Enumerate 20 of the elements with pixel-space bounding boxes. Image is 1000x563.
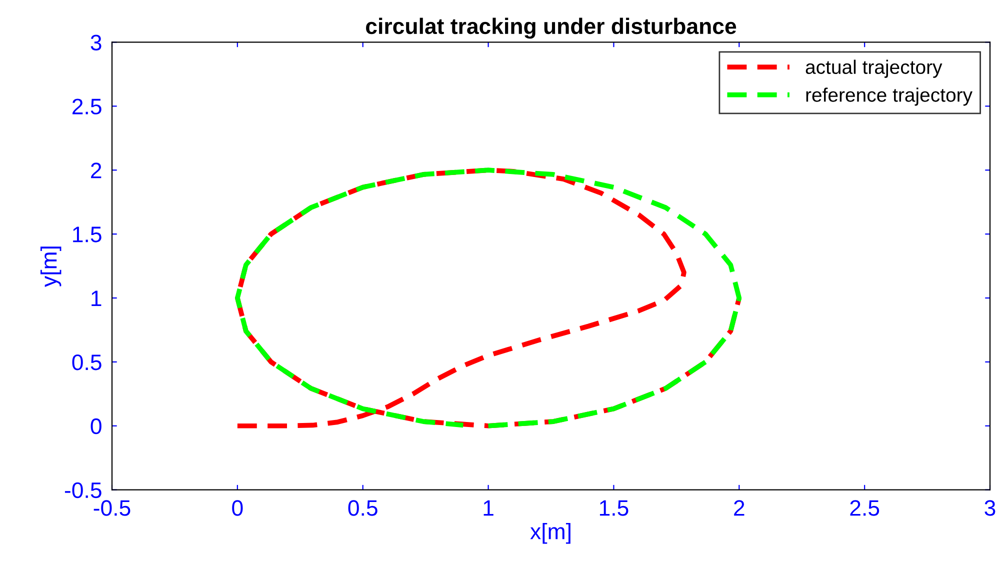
x-axis-title: x[m] [530, 523, 570, 544]
y-tick-label: 2 [91, 162, 102, 178]
y-tick-label: 0.5 [72, 354, 102, 370]
x-tick-label: 0 [232, 500, 243, 516]
legend-label: reference trajectory [806, 88, 972, 106]
y-axis-title: y[m] [40, 246, 62, 287]
y-tick-label: 0 [90, 418, 102, 434]
x-tick-label: 1.5 [600, 500, 628, 516]
chart-title: circulat tracking under disturbance [366, 18, 736, 39]
x-tick-label: 0.5 [348, 500, 378, 516]
x-tick-label: 2.5 [850, 500, 880, 516]
y-tick-label: 1.5 [73, 226, 102, 242]
x-tick-label: 1 [484, 500, 494, 516]
legend-label: actual trajectory [806, 60, 942, 78]
y-tick-label: 3 [90, 34, 102, 50]
x-tick-label: 2 [734, 500, 744, 516]
y-tick-label: -0.5 [64, 482, 102, 498]
y-tick-label: 1 [92, 290, 102, 306]
x-tick-label: 3 [984, 500, 996, 516]
y-tick-label: 2.5 [72, 98, 102, 114]
